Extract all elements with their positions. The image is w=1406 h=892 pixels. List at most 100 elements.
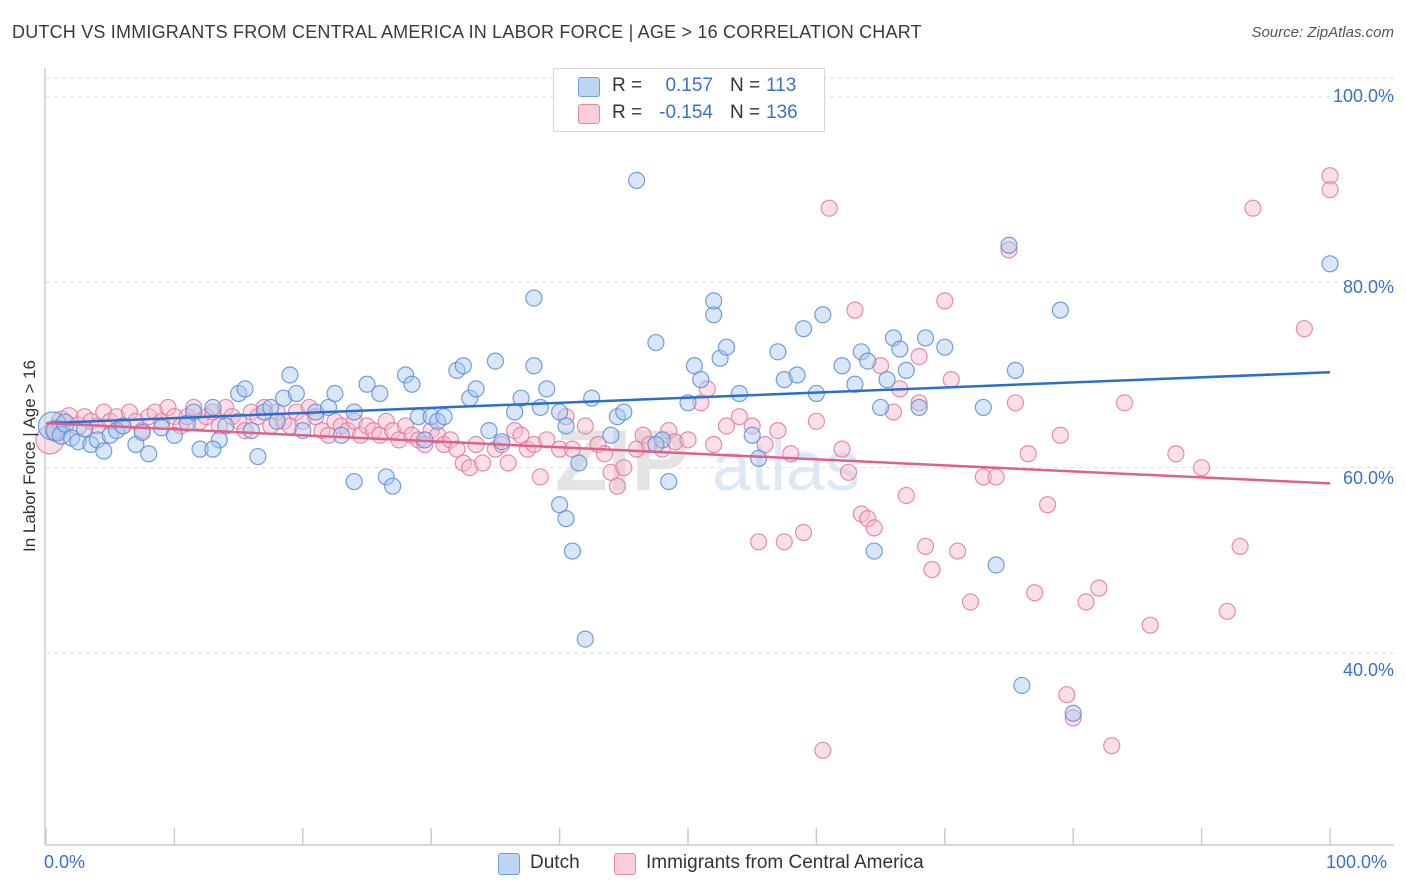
- ca-point: [230, 412, 248, 430]
- ca-point: [185, 398, 203, 417]
- legend-swatch-central-america: [578, 104, 600, 124]
- dutch-point: [236, 380, 254, 398]
- ca-point: [1141, 616, 1159, 634]
- ca-point: [814, 741, 832, 759]
- dutch-point: [396, 366, 415, 384]
- dutch-point: [717, 338, 736, 356]
- bottom-legend-central-america: Immigrants from Central America: [646, 852, 924, 873]
- legend-n-label: N =: [730, 102, 761, 123]
- ca-point: [794, 523, 813, 542]
- dutch-point: [865, 542, 883, 560]
- ca-point: [345, 412, 363, 430]
- dutch-point: [217, 417, 235, 435]
- dutch-point: [454, 357, 472, 375]
- dutch-point: [705, 292, 723, 310]
- chart-title: DUTCH VS IMMIGRANTS FROM CENTRAL AMERICA…: [12, 22, 922, 42]
- dutch-point: [332, 426, 350, 444]
- ca-point: [942, 371, 960, 389]
- dutch-point: [538, 380, 556, 398]
- dutch-point: [692, 371, 710, 389]
- dutch-point: [557, 417, 575, 435]
- ca-point: [441, 431, 460, 449]
- ca-point: [236, 422, 254, 440]
- ca-point: [1231, 537, 1249, 556]
- ca-point: [775, 533, 793, 551]
- trend-lines: [45, 370, 1331, 485]
- dutch-point: [897, 361, 915, 379]
- bottom-legend: Dutch Immigrants from Central America: [0, 852, 1406, 882]
- ca-point: [987, 468, 1005, 486]
- ca-point: [961, 593, 980, 611]
- ca-point: [717, 417, 736, 435]
- ca-point: [159, 398, 177, 417]
- ca-point: [769, 422, 787, 440]
- ca-point: [1006, 394, 1025, 412]
- stats-legend: R = 0.157 N = 113 R = -0.154 N = 136: [553, 68, 825, 132]
- bottom-legend-dutch: Dutch: [530, 852, 580, 873]
- ca-point: [730, 408, 748, 426]
- dutch-point: [384, 477, 402, 495]
- dutch-point: [583, 389, 601, 407]
- dutch-point: [1051, 301, 1069, 319]
- dutch-point: [1013, 676, 1031, 695]
- ca-point: [448, 440, 466, 458]
- dutch-point: [743, 426, 761, 444]
- dutch-point: [769, 343, 787, 361]
- ca-point: [705, 435, 723, 454]
- dutch-point: [1064, 704, 1082, 722]
- dutch-point: [1006, 361, 1025, 379]
- dutch-point: [345, 472, 363, 491]
- ca-point: [820, 199, 838, 217]
- ca-point: [1321, 181, 1339, 199]
- dutch-point: [165, 426, 183, 444]
- x-tick-left: 0.0%: [44, 852, 86, 872]
- ca-point: [910, 394, 928, 412]
- ca-point: [531, 468, 549, 486]
- ca-point: [1321, 167, 1339, 185]
- ca-point: [1167, 445, 1185, 463]
- ca-point: [1038, 496, 1057, 514]
- legend-r-label: R =: [612, 75, 643, 96]
- dutch-point: [140, 445, 158, 463]
- ca-point: [608, 477, 626, 495]
- dutch-point: [480, 422, 498, 440]
- dutch-point: [51, 425, 72, 445]
- bottom-legend-swatch-dutch: [498, 853, 520, 875]
- dutch-point: [358, 375, 376, 393]
- ca-point: [550, 440, 569, 458]
- dutch-point: [576, 630, 594, 648]
- ca-trend-line: [45, 421, 1331, 485]
- dutch-point: [750, 449, 768, 467]
- ca-point: [1000, 241, 1018, 259]
- dutch-point: [274, 389, 293, 407]
- dutch-point: [615, 403, 633, 421]
- dutch-point: [987, 556, 1005, 574]
- ca-point: [1192, 459, 1211, 477]
- legend-n-value: 113: [766, 75, 797, 96]
- ca-point: [1019, 445, 1037, 463]
- source-label: Source: ZipAtlas.com: [1251, 24, 1394, 41]
- ca-point: [974, 468, 992, 486]
- dutch-point: [191, 440, 209, 458]
- dutch-point: [377, 468, 395, 486]
- dutch-point: [647, 435, 665, 454]
- legend-row-dutch: R = 0.157 N = 113: [554, 75, 824, 101]
- dutch-point: [467, 380, 485, 398]
- dutch-point: [242, 422, 261, 440]
- ca-point: [576, 417, 594, 435]
- dutch-point: [550, 496, 569, 514]
- ca-point: [1064, 709, 1082, 727]
- dutch-point: [916, 329, 935, 347]
- dutch-point: [570, 454, 588, 472]
- ca-point: [884, 403, 903, 421]
- ca-point: [377, 412, 395, 430]
- ca-point: [1115, 394, 1134, 412]
- x-tick-right: 100.0%: [1326, 852, 1388, 872]
- dutch-point: [647, 333, 665, 352]
- dutch-point: [1000, 236, 1018, 254]
- legend-row-central-america: R = -0.154 N = 136: [554, 102, 824, 128]
- dutch-point: [852, 343, 870, 361]
- dutch-point: [557, 510, 575, 528]
- dutch-point: [705, 306, 723, 324]
